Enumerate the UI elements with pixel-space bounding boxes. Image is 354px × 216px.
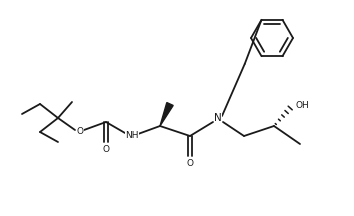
Text: O: O xyxy=(187,159,194,167)
Text: O: O xyxy=(76,127,84,137)
Text: O: O xyxy=(103,145,109,154)
Text: N: N xyxy=(214,113,222,123)
Text: NH: NH xyxy=(125,132,139,140)
Polygon shape xyxy=(160,103,173,126)
Text: OH: OH xyxy=(296,100,310,110)
